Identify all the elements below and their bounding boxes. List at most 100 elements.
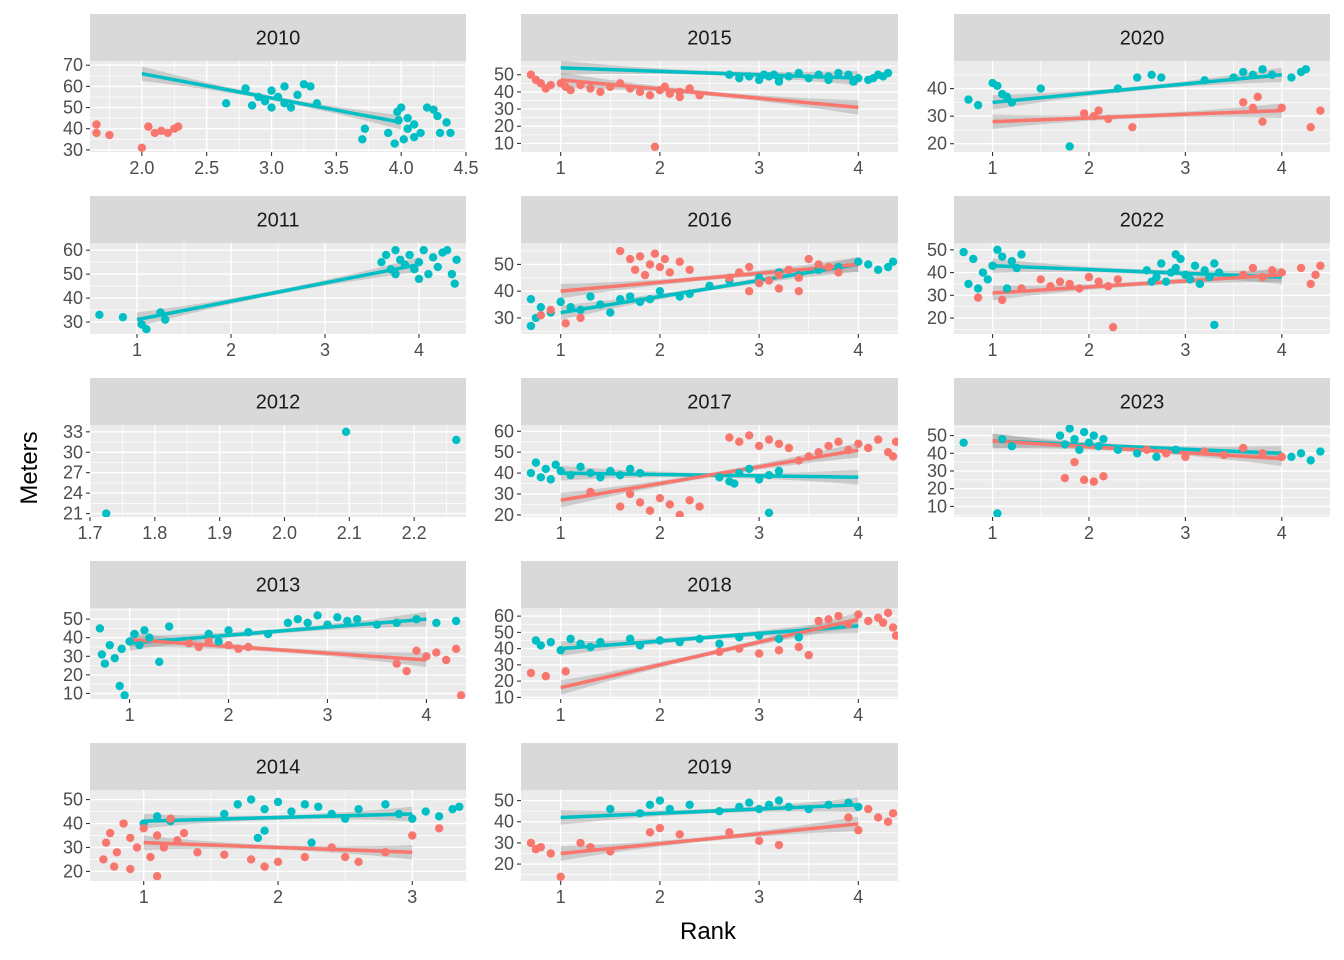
data-point — [1316, 106, 1325, 115]
data-point — [224, 640, 233, 650]
data-point — [660, 82, 670, 91]
data-point — [635, 297, 645, 307]
y-tick-label: 60 — [494, 606, 514, 626]
data-point — [635, 641, 645, 650]
data-point — [1017, 284, 1026, 293]
facet-strip-label: 2017 — [687, 392, 732, 414]
x-tick-label: 2 — [1084, 523, 1094, 543]
data-point — [849, 77, 858, 86]
data-point — [536, 641, 546, 650]
data-point — [1210, 320, 1219, 330]
x-tick-label: 1 — [988, 340, 998, 360]
data-point — [146, 852, 155, 862]
data-point — [1161, 277, 1171, 286]
y-tick-label: 40 — [494, 281, 514, 301]
data-point — [313, 611, 322, 620]
data-point — [394, 809, 404, 819]
data-point — [1055, 431, 1065, 440]
data-point — [391, 245, 400, 255]
data-point — [323, 620, 332, 629]
data-point — [434, 812, 444, 821]
data-point — [873, 435, 883, 444]
data-point — [546, 475, 555, 484]
y-tick-label: 30 — [494, 484, 514, 504]
data-point — [443, 245, 452, 255]
data-point — [744, 262, 754, 272]
data-point — [774, 646, 784, 655]
data-point — [1084, 272, 1094, 282]
data-point — [283, 618, 293, 628]
data-point — [764, 800, 774, 810]
facet-strip — [90, 561, 466, 608]
data-point — [193, 848, 202, 857]
data-point — [744, 431, 754, 440]
data-point — [354, 804, 363, 814]
data-point — [1055, 277, 1065, 286]
data-point — [1306, 279, 1315, 289]
data-point — [1036, 84, 1045, 93]
data-point — [1132, 73, 1142, 82]
data-point — [1007, 257, 1017, 266]
data-point — [844, 70, 853, 79]
data-point — [655, 823, 665, 833]
data-point — [409, 120, 419, 129]
data-point — [814, 260, 823, 269]
data-point — [1248, 103, 1258, 113]
data-point — [586, 642, 595, 652]
x-tick-label: 2 — [1084, 340, 1094, 360]
y-tick-label: 20 — [927, 134, 947, 154]
data-point — [392, 659, 401, 668]
data-point — [92, 128, 101, 138]
data-point — [267, 86, 276, 95]
y-tick-label: 10 — [63, 683, 83, 703]
data-point — [546, 80, 555, 90]
data-point — [432, 618, 441, 628]
data-point — [300, 800, 310, 809]
facet-strip-label: 2019 — [687, 757, 732, 779]
data-point — [566, 470, 575, 480]
data-point — [645, 506, 655, 515]
data-point — [260, 804, 269, 814]
data-point — [546, 305, 555, 315]
data-point — [754, 804, 764, 814]
data-point — [754, 631, 764, 640]
x-tick-label: 2 — [226, 340, 236, 360]
data-point — [120, 691, 129, 699]
data-point — [616, 470, 625, 480]
data-point — [1147, 277, 1156, 286]
data-point — [409, 132, 419, 142]
data-point — [161, 315, 170, 324]
data-point — [1002, 92, 1012, 102]
data-point — [754, 441, 764, 451]
data-point — [1060, 473, 1070, 483]
y-tick-label: 20 — [63, 665, 83, 685]
data-point — [695, 634, 704, 644]
data-point — [725, 828, 734, 837]
data-point — [715, 639, 724, 648]
data-point — [377, 257, 386, 267]
y-tick-label: 30 — [494, 655, 514, 675]
data-point — [888, 257, 898, 266]
facet-strip-label: 2011 — [256, 210, 299, 232]
data-point — [1075, 445, 1084, 454]
data-point — [725, 273, 734, 282]
y-tick-label: 20 — [494, 854, 514, 874]
x-tick-label: 2.5 — [194, 158, 219, 178]
x-tick-label: 1 — [988, 523, 998, 543]
y-tick-label: 60 — [494, 421, 514, 441]
data-point — [774, 77, 784, 86]
data-point — [630, 265, 640, 274]
x-tick-label: 3 — [322, 705, 332, 725]
x-tick-label: 2.0 — [129, 158, 154, 178]
data-point — [1258, 117, 1267, 126]
data-point — [556, 646, 565, 655]
plot-area — [95, 611, 466, 699]
data-point — [794, 456, 803, 465]
data-point — [142, 325, 151, 334]
panel-background — [90, 425, 466, 517]
data-point — [451, 616, 461, 626]
data-point — [531, 458, 541, 467]
data-point — [402, 666, 411, 676]
